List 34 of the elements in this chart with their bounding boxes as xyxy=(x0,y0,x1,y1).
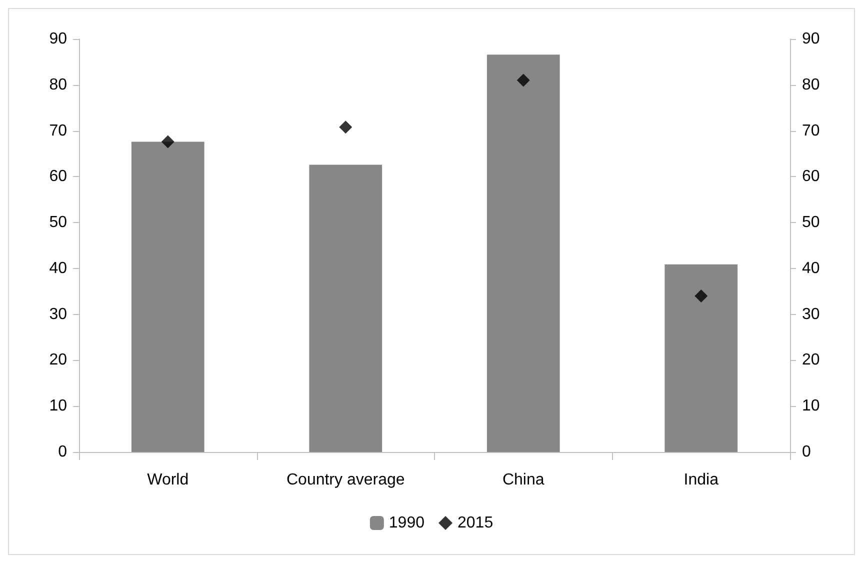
y-tick-label: 30 xyxy=(49,306,68,323)
y-tick-label: 50 xyxy=(49,214,68,232)
y-tick-label: 60 xyxy=(49,168,68,186)
y2-tick-label: 80 xyxy=(802,76,820,94)
y2-tick-label: 90 xyxy=(802,30,820,48)
bar xyxy=(131,142,204,452)
y-tick-label: 20 xyxy=(49,352,68,369)
x-tick-label: Country average xyxy=(286,472,405,488)
y2-tick-label: 70 xyxy=(802,122,820,140)
y2-tick-label: 40 xyxy=(802,260,820,277)
y-tick-label: 0 xyxy=(58,444,68,460)
y-tick-label: 90 xyxy=(49,30,68,48)
legend-label: 1990 xyxy=(388,514,425,532)
point xyxy=(516,74,530,87)
bar xyxy=(309,164,382,452)
x-tick-label: China xyxy=(502,472,544,488)
y2-tick-label: 30 xyxy=(802,306,820,323)
bar xyxy=(486,54,560,452)
y2-tick-label: 10 xyxy=(802,398,820,415)
y-tick-label: 40 xyxy=(49,260,68,277)
bar xyxy=(664,264,738,452)
point xyxy=(161,135,174,148)
y-tick-label: 70 xyxy=(49,122,68,140)
x-tick-label: World xyxy=(147,472,189,488)
y2-tick-label: 50 xyxy=(802,214,820,232)
point xyxy=(694,289,708,302)
y2-tick-label: 0 xyxy=(802,444,811,460)
y-tick-label: 10 xyxy=(49,398,68,415)
point xyxy=(339,120,352,134)
x-tick-label: India xyxy=(684,472,719,488)
y2-tick-label: 20 xyxy=(802,352,820,369)
y-tick-label: 80 xyxy=(49,76,68,94)
y2-tick-label: 60 xyxy=(802,168,820,186)
legend-label: 2015 xyxy=(458,514,494,532)
